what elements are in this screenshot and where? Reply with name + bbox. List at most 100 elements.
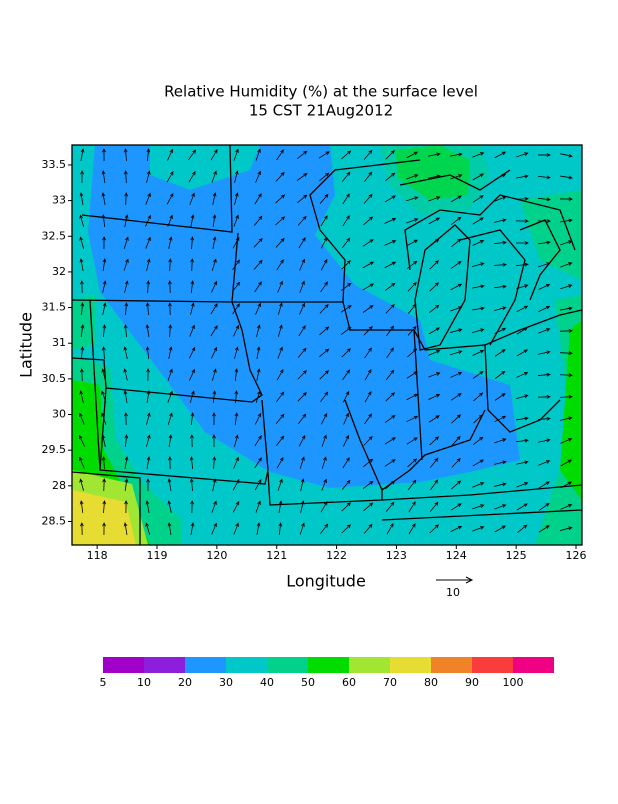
wind-arrow [320,500,328,513]
x-tick-label: 118 [87,549,108,562]
wind-arrow [232,281,241,292]
wind-arrow [516,174,529,179]
wind-arrow [212,214,217,227]
wind-arrow [516,394,529,399]
wind-arrow [296,172,308,181]
wind-arrow [516,416,529,421]
wind-arrow [406,371,418,379]
wind-arrow [255,500,261,513]
wind-arrow [494,173,507,181]
wind-arrow [189,478,194,492]
wind-arrow [384,195,396,203]
wind-arrow [450,503,462,511]
wind-arrow [123,236,129,249]
wind-arrow [189,456,194,470]
wind-arrow [234,434,239,447]
wind-arrow [233,214,239,227]
wind-arrow [494,370,506,379]
wind-arrow [233,148,239,161]
wind-arrow [188,346,196,359]
wind-arrow [254,478,262,491]
wind-arrow [124,280,129,293]
wind-arrow [123,368,128,381]
wind-arrow [362,283,375,291]
wind-arrow [253,237,263,248]
wind-arrow [342,369,351,381]
wind-arrow [300,500,305,513]
wind-arrow [167,522,172,535]
x-tick-label: 125 [506,549,527,562]
wind-arrow [537,219,551,223]
wind-arrow [451,435,461,446]
wind-arrow [277,280,283,293]
wind-arrow [363,216,374,226]
wind-arrows [79,148,573,536]
wind-arrow [516,305,529,313]
wind-arrow [341,260,351,270]
wind-arrow [538,460,551,466]
wind-arrow [102,324,107,338]
wind-arrow [146,456,151,469]
wind-arrow [494,306,507,312]
wind-arrow [493,284,507,289]
wind-arrow [167,412,173,425]
wind-arrow [407,458,418,468]
wind-arrow [406,393,419,401]
wind-arrow [145,236,151,249]
colorbar-label: 100 [503,676,524,689]
wind-arrow [384,261,397,269]
wind-arrow [297,150,308,159]
wind-arrow [212,236,217,249]
wind-arrow [320,281,328,293]
wind-arrow [189,324,195,337]
wind-arrow [408,501,416,513]
wind-arrow [79,192,84,205]
wind-arrow [167,148,173,161]
wind-arrow [255,390,261,403]
wind-arrow [472,284,485,289]
wind-arrow [428,372,441,378]
wind-arrow [188,171,196,183]
wind-arrow [79,214,84,227]
wind-arrow [343,412,349,425]
x-tick-label: 119 [147,549,168,562]
wind-arrow [340,305,352,313]
wind-arrow [210,149,218,161]
wind-arrow [428,415,440,423]
wind-arrow [560,481,573,489]
wind-arrow [362,239,374,247]
wind-arrow [343,434,349,447]
wind-arrow [363,458,374,468]
wind-arrow [211,258,217,271]
wind-arrow [430,479,439,491]
wind-arrow [342,390,350,403]
wind-arrow [385,369,395,380]
wind-arrow [406,437,418,445]
wind-arrow [255,170,261,183]
wind-arrow [255,148,261,161]
wind-arrow [408,523,416,535]
wind-arrow [123,170,128,184]
wind-arrow [298,325,306,337]
wind-arrow [428,196,441,202]
wind-arrow [276,149,284,161]
wind-arrow [190,500,194,514]
wind-arrow [342,237,351,248]
wind-arrow [124,434,129,448]
wind-arrow [385,150,395,160]
wind-arrow [234,390,239,404]
wind-arrow [450,152,463,157]
wind-arrow [297,194,308,204]
wind-arrow [494,482,507,487]
wind-arrow [211,368,217,381]
colorbar-swatch [349,657,390,673]
wind-arrow [211,170,217,183]
wind-arrow [123,390,128,403]
wind-arrow [102,478,107,492]
wind-arrow [299,456,305,469]
chart-subtitle: 15 CST 21Aug2012 [249,102,393,120]
wind-arrow [537,395,551,399]
wind-arrow [429,238,440,248]
wind-arrow [406,239,419,247]
wind-arrow [102,522,106,536]
